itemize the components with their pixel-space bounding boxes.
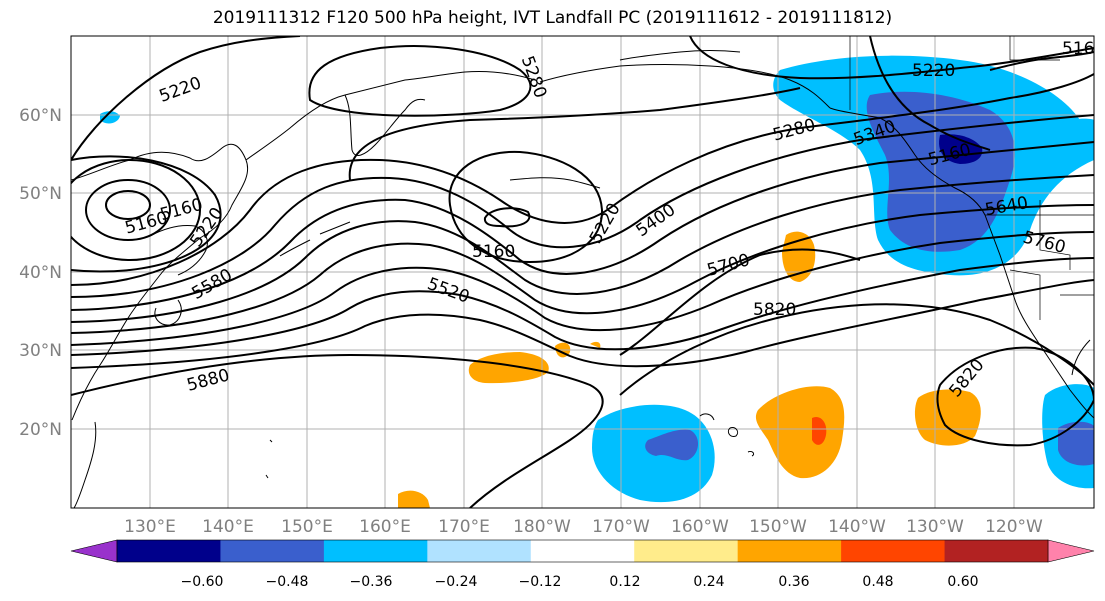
lon-label-170e: 170°E — [438, 517, 490, 537]
contour-5340 — [71, 141, 1094, 311]
colorbar-cell — [737, 540, 842, 562]
contour-5280 — [71, 114, 1094, 298]
colorbar-cell — [841, 540, 946, 562]
contour-5220-central — [71, 73, 1094, 286]
colorbar-cell — [634, 540, 739, 562]
colorbar-tick-label: 0.36 — [778, 574, 809, 590]
colorbar-tick-label: 0.60 — [947, 574, 978, 590]
contour-5700 — [619, 248, 861, 356]
contour-label-516-ne: 516 — [1062, 39, 1094, 59]
lat-label-50n: 50°N — [19, 184, 62, 204]
contour-low-central-inner — [483, 207, 531, 228]
contour-5220-north — [308, 45, 532, 117]
colorbar-tick-label: 0.24 — [693, 574, 724, 590]
political-borders — [849, 36, 1094, 320]
lat-label-20n: 20°N — [19, 420, 62, 440]
lon-label-150e: 150°E — [281, 517, 333, 537]
longitude-labels: 130°E 140°E 150°E 160°E 170°E 180°W 170°… — [124, 517, 1043, 537]
lon-label-140w: 140°W — [828, 517, 886, 537]
contour-5220-west — [71, 36, 301, 161]
contour-label-5160-central: 5160 — [472, 242, 515, 262]
contour-label-5220-ne: 5220 — [912, 61, 955, 81]
colorbar-max-extension — [1047, 539, 1095, 563]
colorbar-tick-label: −0.36 — [350, 574, 393, 590]
lat-label-60n: 60°N — [19, 106, 62, 126]
map-title: 2019111312 F120 500 hPa height, IVT Land… — [212, 8, 893, 28]
colorbar-cell — [220, 540, 325, 562]
height-contours — [71, 36, 1094, 508]
latitude-labels: 60°N 50°N 40°N 30°N 20°N — [19, 106, 62, 440]
colorbar-cell — [944, 540, 1049, 562]
contour-5640 — [71, 279, 1094, 369]
colorbar-tick-label: −0.60 — [181, 574, 224, 590]
colorbar-min-extension — [70, 539, 118, 563]
lon-label-130e: 130°E — [124, 517, 176, 537]
colorbar-tick-label: 0.48 — [862, 574, 893, 590]
lat-label-40n: 40°N — [19, 263, 62, 283]
lon-label-160e: 160°E — [359, 517, 411, 537]
contour-low-west-3 — [71, 155, 222, 273]
colorbar-tick-label: −0.24 — [435, 574, 478, 590]
contour-5160-ne — [869, 36, 991, 151]
map-frame — [70, 35, 1095, 509]
contour-5220-ne — [689, 36, 1094, 80]
lon-label-130w: 130°W — [906, 517, 964, 537]
contour-5160-nne — [989, 51, 1094, 71]
colorbar-tick-label: −0.48 — [266, 574, 309, 590]
contour-low-west-inner — [105, 190, 151, 220]
contour-5400 — [71, 174, 1094, 323]
colorbar-outline — [116, 539, 1049, 563]
contour-label-5820: 5820 — [753, 300, 796, 320]
contour-5580 — [71, 257, 1094, 356]
colorbar: −0.60 −0.48 −0.36 −0.24 −0.12 0.12 0.24 … — [70, 539, 1095, 590]
contour-low-west-1 — [85, 179, 171, 241]
lon-label-160w: 160°W — [671, 517, 729, 537]
lon-label-140e: 140°E — [202, 517, 254, 537]
contour-5460 — [71, 204, 1094, 334]
colorbar-cell — [427, 540, 532, 562]
contour-5820-east — [936, 346, 1094, 447]
contour-low-west-2 — [71, 159, 201, 261]
lon-label-150w: 150°W — [749, 517, 807, 537]
colorbar-cell — [530, 540, 635, 562]
contour-5520 — [71, 231, 1094, 346]
colorbar-tick-label: 0.12 — [609, 574, 640, 590]
contour-5820 — [619, 303, 1094, 396]
lon-label-170w: 170°W — [592, 517, 650, 537]
map-canvas: 5220 5280 5160 5160 5220 5580 5160 5220 … — [71, 36, 1094, 508]
coastlines — [71, 50, 1094, 508]
colorbar-tick-label: −0.12 — [519, 574, 562, 590]
lon-label-120w: 120°W — [985, 517, 1043, 537]
colorbar-cell — [323, 540, 428, 562]
contour-5880 — [71, 353, 604, 508]
contour-5280-north — [348, 87, 801, 181]
lat-label-30n: 30°N — [19, 341, 62, 361]
colorbar-cell — [117, 540, 221, 562]
lon-label-180w: 180°W — [513, 517, 571, 537]
